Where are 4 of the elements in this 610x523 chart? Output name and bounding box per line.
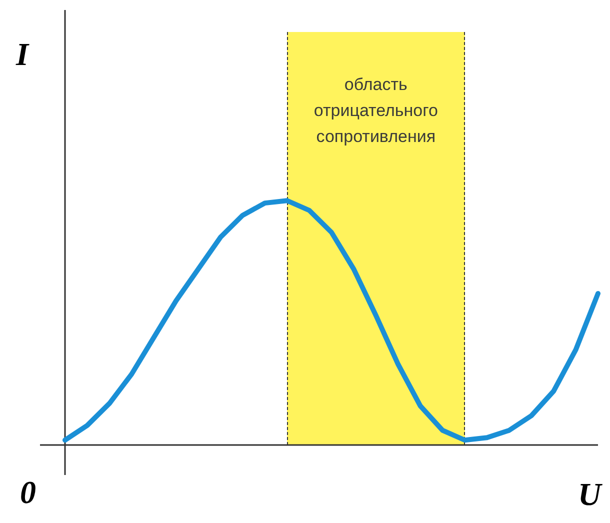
text: область отрицательного сопротивления <box>312 74 439 148</box>
text: 0 <box>20 474 36 510</box>
x-axis-title: U <box>578 476 602 512</box>
y-axis-title: I <box>16 36 28 72</box>
